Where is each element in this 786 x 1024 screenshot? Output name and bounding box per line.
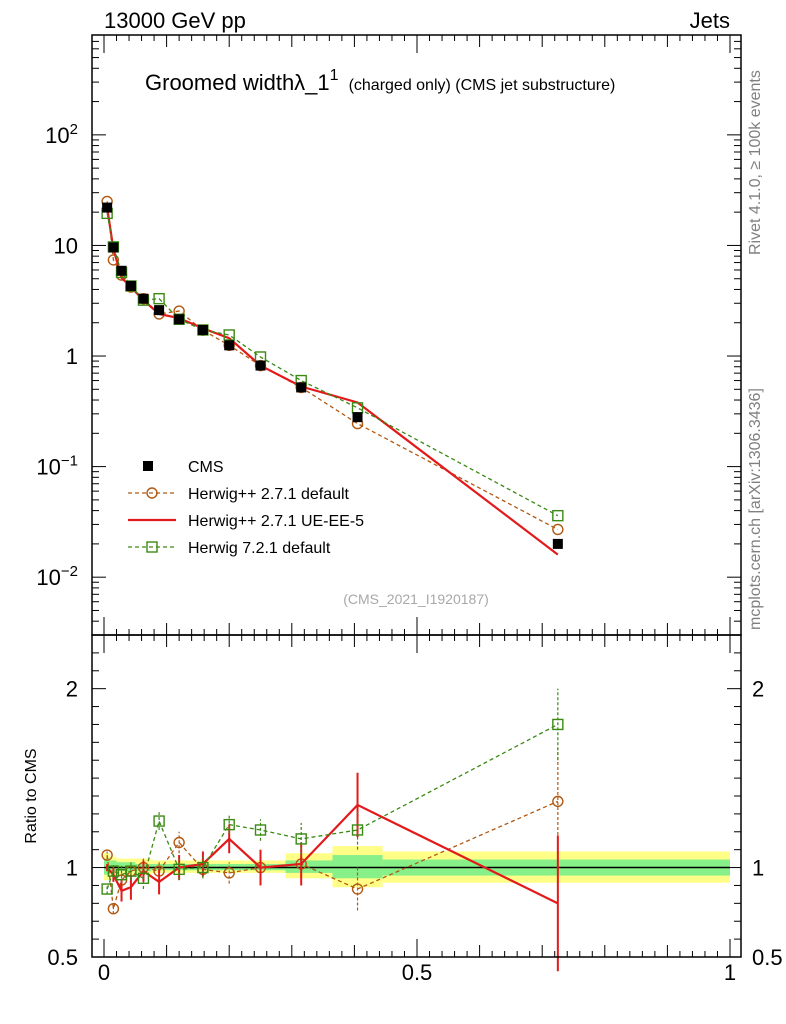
header-left: 13000 GeV pp xyxy=(104,8,246,33)
main-series-layer xyxy=(101,195,564,556)
cms-data-point xyxy=(138,293,149,304)
ratio-point-series-2 xyxy=(101,883,113,895)
ratio-ytick-label-right: 0.5 xyxy=(752,945,783,970)
ratio-point-series-0 xyxy=(101,849,113,861)
ratio-y-label: Ratio to CMS xyxy=(23,748,40,843)
cms-data-point xyxy=(174,314,185,325)
main-axes: 10−2 10−1 1 10 102 xyxy=(36,34,742,636)
ratio-band-green-11 xyxy=(332,855,383,879)
ratio-point-series-2 xyxy=(552,718,564,731)
ratio-point-series-2 xyxy=(295,833,307,845)
main-line-series-0 xyxy=(106,201,559,531)
cms-data-point xyxy=(102,202,113,213)
cms-data-point xyxy=(552,538,563,549)
ratio-point-series-2 xyxy=(137,872,150,884)
ratio-point-series-2 xyxy=(173,863,185,876)
main-point-series-0 xyxy=(107,254,120,266)
ratio-ytick-label-right: 1 xyxy=(752,856,764,881)
ratio-series-layer xyxy=(101,688,564,972)
ratio-ytick-label-right: 2 xyxy=(752,677,764,702)
cms-data-point xyxy=(197,324,208,335)
main-ytick-label: 10−2 xyxy=(36,563,78,590)
chart-title-main: Groomed widthλ_1 xyxy=(145,70,330,95)
ratio-band-green-10 xyxy=(285,860,333,873)
main-line-series-2 xyxy=(106,213,559,517)
ratio-point-series-2 xyxy=(125,865,137,877)
ratio-point-series-2 xyxy=(351,824,364,836)
x-tick-label: 0.5 xyxy=(402,960,433,985)
legend-label-series-1: Herwig++ 2.7.1 UE-EE-5 xyxy=(188,513,364,530)
legend-marker-series-0 xyxy=(146,487,158,499)
legend-label-cms: CMS xyxy=(188,459,224,476)
cms-data-point xyxy=(125,280,136,291)
header-right: Jets xyxy=(690,8,730,33)
ratio-frame xyxy=(91,634,742,958)
x-tick-label: 0 xyxy=(98,960,110,985)
legend: CMS Herwig++ 2.7.1 default Herwig++ 2.7.1 … xyxy=(128,459,364,557)
x-tick-label: 1 xyxy=(724,960,736,985)
legend-marker-cms xyxy=(143,461,153,471)
ratio-point-series-0 xyxy=(107,903,120,915)
main-ytick-label: 102 xyxy=(45,121,78,148)
legend-marker-series-2 xyxy=(146,541,158,553)
chart-title-superscript: 1 xyxy=(330,67,339,84)
ratio-point-series-0 xyxy=(173,836,185,849)
main-ytick-label: 10−1 xyxy=(36,453,78,480)
analysis-tag: (CMS_2021_I1920187) xyxy=(343,591,489,607)
main-point-series-2 xyxy=(153,292,165,305)
ratio-point-series-2 xyxy=(197,861,209,874)
main-ytick-label: 10 xyxy=(54,233,78,258)
side-label-rivet: Rivet 4.1.0, ≥ 100k events xyxy=(747,70,764,255)
ratio-point-series-2 xyxy=(223,818,235,831)
cms-data-point xyxy=(108,242,119,253)
ratio-ytick-label-left: 1 xyxy=(66,856,78,881)
cms-data-point xyxy=(352,412,363,423)
cms-data-point xyxy=(116,265,127,276)
cms-data-point xyxy=(154,305,165,316)
main-point-series-0 xyxy=(552,523,564,536)
legend-label-series-2: Herwig 7.2.1 default xyxy=(188,540,331,557)
ratio-point-series-2 xyxy=(254,824,267,836)
cms-data-point xyxy=(255,360,266,371)
main-ytick-label: 1 xyxy=(66,344,78,369)
ratio-axes: 0 0.5 1 0.5 0.5 1 1 2 2 xyxy=(47,634,783,985)
cms-data-point xyxy=(224,340,235,351)
cms-data-point xyxy=(296,382,307,393)
legend-label-series-0: Herwig++ 2.7.1 default xyxy=(188,486,350,503)
chart-subtitle: (charged only) (CMS jet substructure) xyxy=(349,77,616,94)
ratio-point-series-0 xyxy=(351,883,364,895)
chart-title: Groomed widthλ_11 (charged only) (CMS jet… xyxy=(145,67,615,95)
main-point-series-2 xyxy=(552,509,564,522)
ratio-ytick-label-left: 0.5 xyxy=(47,945,78,970)
ratio-point-series-0 xyxy=(552,795,564,808)
side-label-mcplots: mcplots.cern.ch [arXiv:1306.3436] xyxy=(747,388,764,630)
ratio-point-series-2 xyxy=(107,865,120,877)
ratio-point-series-2 xyxy=(153,815,165,827)
main-point-series-2 xyxy=(223,329,235,341)
ratio-ytick-label-left: 2 xyxy=(66,677,78,702)
ratio-point-series-0 xyxy=(223,867,235,879)
